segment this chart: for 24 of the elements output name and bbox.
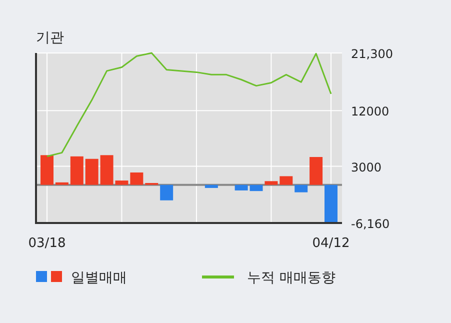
y-tick-label: 12000 [351, 104, 390, 119]
bar [294, 184, 308, 192]
bar [130, 172, 144, 185]
bar [234, 184, 248, 190]
bar [204, 184, 218, 188]
x-tick-label: 04/12 [312, 236, 350, 251]
bar [55, 182, 68, 185]
bar [310, 157, 323, 185]
y-tick-label: 3000 [351, 160, 382, 174]
legend-label: 일별매매 [71, 270, 127, 286]
y-tick-label: -6,160 [351, 217, 390, 231]
bar [264, 181, 278, 185]
x-tick-label: 03/18 [28, 236, 66, 251]
chart-title: 기관 [36, 30, 64, 46]
bar [160, 184, 174, 200]
bar [324, 184, 338, 223]
bar [250, 184, 263, 192]
bar [280, 176, 293, 185]
line-series [46, 52, 332, 158]
bar [70, 156, 84, 185]
y-tick-label: 21,300 [351, 47, 393, 61]
bar [85, 158, 98, 185]
legend-label: 누적 매매동향 [247, 270, 336, 286]
bar [40, 155, 54, 185]
